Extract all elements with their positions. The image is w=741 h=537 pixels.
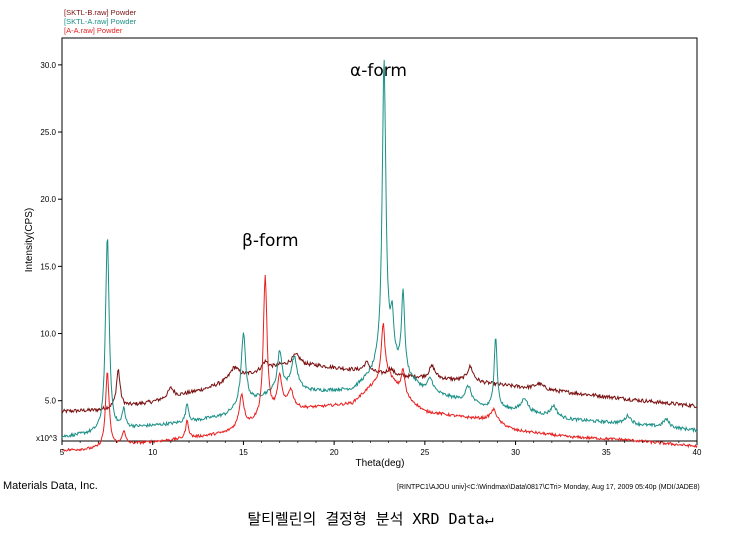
x-tick-label: 5 (60, 448, 65, 457)
xrd-chart: 5 10 15 20 25 30 35 40 5.0 10.0 15.0 20.0 25.0 30.0 T… (24, 37, 702, 469)
x-axis-label: Theta(deg) (356, 458, 405, 469)
plot-area (61, 37, 698, 442)
y-tick-label: 25.0 (40, 128, 56, 137)
series-line-2 (61, 274, 698, 452)
legend-item-a-a: [A-A.raw] Powder (64, 26, 123, 35)
x-tick-label: 30 (511, 448, 520, 457)
legend-item-sktl-a: [SKTL-A.raw] Powder (64, 17, 137, 26)
y-multiplier-label: x10^3 (36, 434, 58, 443)
x-tick-label: 20 (330, 448, 339, 457)
series-line-0 (61, 352, 698, 414)
footer-publisher: Materials Data, Inc. (3, 480, 98, 492)
series-line-1 (61, 59, 698, 438)
y-axis-label: Intensity(CPS) (24, 208, 35, 272)
footer-file-info: [RINTPC1\AJOU univ]<C:\Windmax\Data\0817… (397, 484, 700, 491)
axis-layer: 5 10 15 20 25 30 35 40 5.0 10.0 15.0 20.0 25.0 30.0 (40, 61, 702, 457)
series-layer (61, 59, 698, 452)
y-tick-label: 15.0 (40, 262, 56, 271)
x-tick-label: 35 (602, 448, 611, 457)
x-tick-label: 10 (148, 448, 157, 457)
y-tick-label: 10.0 (40, 330, 56, 339)
annotation-beta-form: β-form (242, 231, 299, 251)
x-tick-label: 40 (693, 448, 702, 457)
x-tick-label: 25 (420, 448, 429, 457)
figure-caption: 탈티렐린의 결정형 분석 XRD Data↵ (247, 510, 494, 528)
legend-item-sktl-b: [SKTL-B.raw] Powder (64, 8, 137, 17)
y-tick-label: 20.0 (40, 195, 56, 204)
y-tick-label: 5.0 (45, 397, 57, 406)
y-tick-label: 30.0 (40, 61, 56, 70)
annotation-alpha-form: α-form (350, 61, 407, 81)
x-tick-label: 15 (239, 448, 248, 457)
